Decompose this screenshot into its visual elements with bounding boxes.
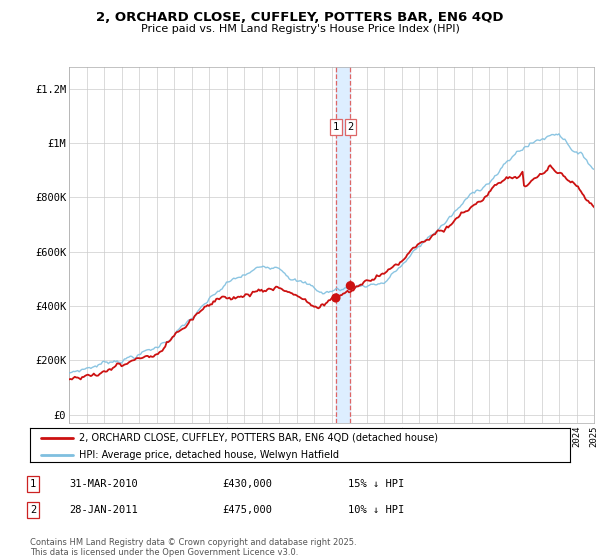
- Text: HPI: Average price, detached house, Welwyn Hatfield: HPI: Average price, detached house, Welw…: [79, 450, 338, 460]
- Text: 1: 1: [333, 122, 339, 132]
- Text: Price paid vs. HM Land Registry's House Price Index (HPI): Price paid vs. HM Land Registry's House …: [140, 24, 460, 34]
- Text: 2: 2: [30, 505, 36, 515]
- Text: Contains HM Land Registry data © Crown copyright and database right 2025.
This d: Contains HM Land Registry data © Crown c…: [30, 538, 356, 557]
- Text: 2, ORCHARD CLOSE, CUFFLEY, POTTERS BAR, EN6 4QD: 2, ORCHARD CLOSE, CUFFLEY, POTTERS BAR, …: [96, 11, 504, 24]
- Text: 2: 2: [347, 122, 353, 132]
- Text: 15% ↓ HPI: 15% ↓ HPI: [348, 479, 404, 489]
- Text: 28-JAN-2011: 28-JAN-2011: [69, 505, 138, 515]
- Point: [346, 281, 355, 290]
- Text: 31-MAR-2010: 31-MAR-2010: [69, 479, 138, 489]
- Text: 10% ↓ HPI: 10% ↓ HPI: [348, 505, 404, 515]
- Text: £475,000: £475,000: [222, 505, 272, 515]
- Text: 2, ORCHARD CLOSE, CUFFLEY, POTTERS BAR, EN6 4QD (detached house): 2, ORCHARD CLOSE, CUFFLEY, POTTERS BAR, …: [79, 433, 437, 443]
- Text: £430,000: £430,000: [222, 479, 272, 489]
- Point: [331, 293, 341, 302]
- Text: 1: 1: [30, 479, 36, 489]
- Bar: [336, 67, 350, 423]
